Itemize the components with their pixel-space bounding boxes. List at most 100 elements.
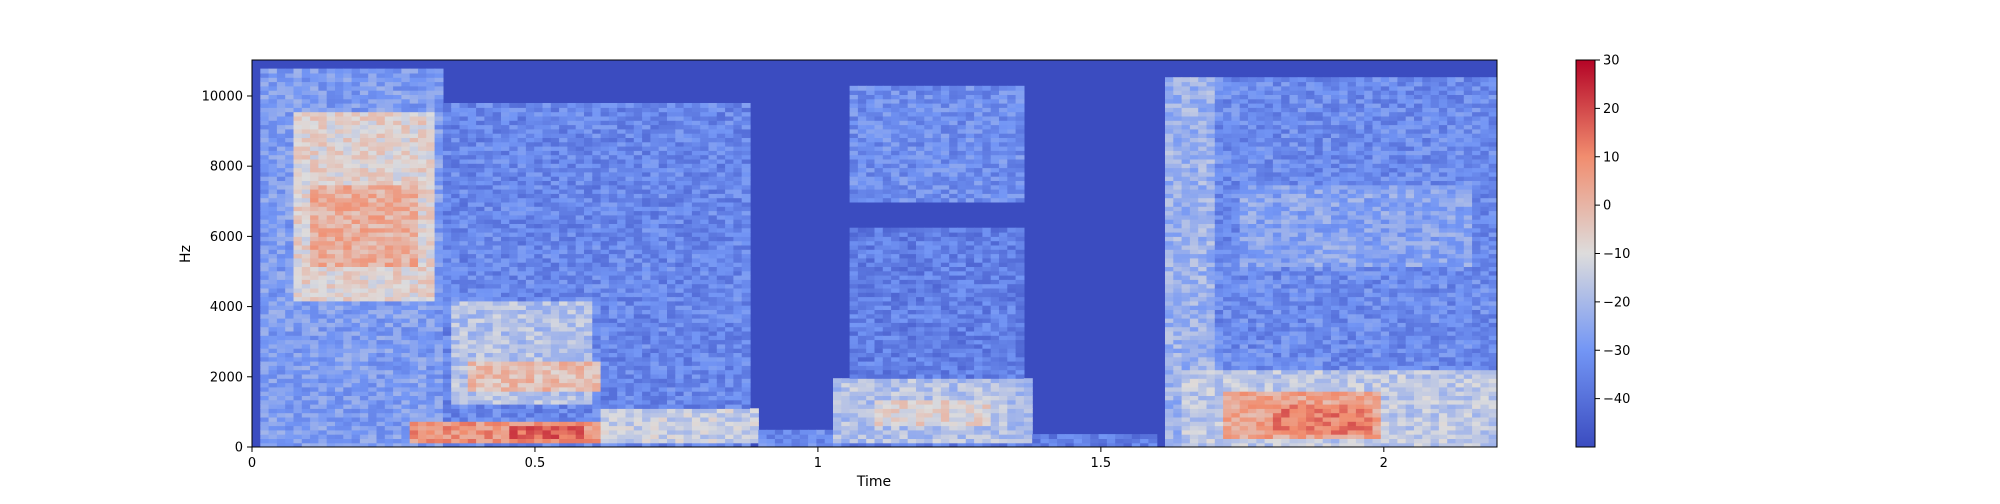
heatmap-cell [808, 442, 817, 447]
heatmap-cell [550, 146, 560, 151]
heatmap-cell [368, 232, 378, 237]
heatmap-cell [608, 115, 618, 121]
heatmap-cell [542, 257, 552, 263]
heatmap-cell [700, 322, 710, 328]
heatmap-cell [335, 107, 344, 113]
heatmap-cell [384, 68, 394, 74]
heatmap-cell [467, 253, 477, 259]
heatmap-cell [501, 408, 510, 414]
heatmap-cell [708, 141, 718, 147]
heatmap-cell [716, 111, 726, 117]
heatmap-cell [276, 348, 286, 353]
heatmap-cell [376, 287, 386, 293]
heatmap-cell [434, 279, 444, 285]
heatmap-cell [442, 257, 452, 263]
heatmap-cell [310, 72, 319, 78]
heatmap-cell [733, 150, 743, 156]
heatmap-cell [525, 352, 535, 358]
heatmap-cell [691, 330, 701, 336]
heatmap-cell [484, 240, 494, 246]
heatmap-cell [467, 395, 477, 401]
heatmap-cell [426, 309, 436, 315]
heatmap-cell [575, 193, 585, 199]
heatmap-cell [467, 150, 477, 156]
heatmap-cell [667, 309, 676, 315]
heatmap-cell [268, 180, 278, 186]
heatmap-cell [418, 219, 427, 224]
heatmap-cell [741, 305, 751, 310]
heatmap-cell [658, 210, 668, 216]
heatmap-cell [409, 236, 419, 242]
heatmap-cell [401, 416, 411, 422]
heatmap-cell [260, 103, 270, 108]
heatmap-cell [700, 408, 710, 414]
heatmap-cell [459, 253, 469, 259]
heatmap-cell [592, 318, 602, 323]
heatmap-cell [293, 313, 303, 319]
heatmap-cell [667, 253, 676, 259]
heatmap-cell [625, 429, 635, 435]
heatmap-cell [683, 171, 693, 177]
heatmap-cell [442, 171, 452, 177]
heatmap-cell [550, 429, 560, 435]
heatmap-cell [675, 361, 685, 366]
heatmap-cell [260, 404, 270, 409]
heatmap-cell [625, 309, 635, 315]
heatmap-cell [401, 124, 411, 130]
heatmap-cell [708, 171, 718, 177]
heatmap-cell [343, 253, 353, 259]
heatmap-cell [716, 356, 726, 362]
heatmap-cell [849, 438, 859, 444]
heatmap-cell [600, 352, 610, 358]
heatmap-cell [268, 391, 278, 396]
heatmap-cell [343, 201, 353, 207]
heatmap-cell [418, 270, 427, 276]
heatmap-cell [351, 309, 361, 315]
heatmap-cell [525, 249, 535, 255]
heatmap-cell [675, 214, 685, 220]
heatmap-cell [658, 227, 668, 233]
heatmap-cell [525, 232, 535, 237]
heatmap-cell [368, 120, 378, 126]
heatmap-cell [667, 326, 676, 332]
heatmap-cell [617, 339, 627, 345]
heatmap-cell [567, 429, 577, 435]
heatmap-cell [260, 416, 270, 422]
heatmap-cell [409, 171, 419, 177]
heatmap-cell [592, 343, 602, 349]
heatmap-cell [559, 107, 568, 113]
heatmap-cell [833, 378, 842, 384]
heatmap-cell [617, 369, 627, 375]
heatmap-cell [725, 150, 734, 156]
heatmap-cell [625, 266, 635, 272]
heatmap-cell [368, 399, 378, 405]
heatmap-cell [418, 176, 427, 181]
heatmap-cell [268, 219, 278, 224]
heatmap-cell [318, 442, 328, 447]
heatmap-cell [700, 386, 710, 392]
heatmap-cell [625, 369, 635, 375]
heatmap-cell [260, 189, 270, 194]
heatmap-cell [310, 210, 319, 216]
heatmap-cell [409, 103, 419, 108]
heatmap-cell [600, 244, 610, 250]
heatmap-cell [335, 90, 344, 95]
heatmap-cell [691, 167, 701, 173]
heatmap-cell [476, 279, 485, 285]
heatmap-cell [434, 399, 444, 405]
heatmap-cell [351, 330, 361, 336]
heatmap-cell [733, 115, 743, 121]
heatmap-cell [451, 232, 461, 237]
heatmap-cell [293, 133, 303, 138]
heatmap-cell [700, 257, 710, 263]
heatmap-cell [384, 120, 394, 126]
heatmap-cell [608, 180, 618, 186]
heatmap-cell [625, 442, 635, 447]
heatmap-cell [600, 167, 610, 173]
heatmap-cell [476, 395, 485, 401]
heatmap-cell [384, 279, 394, 285]
heatmap-cell [650, 313, 660, 319]
heatmap-cell [393, 72, 402, 78]
heatmap-cell [575, 244, 585, 250]
heatmap-cell [335, 158, 344, 164]
